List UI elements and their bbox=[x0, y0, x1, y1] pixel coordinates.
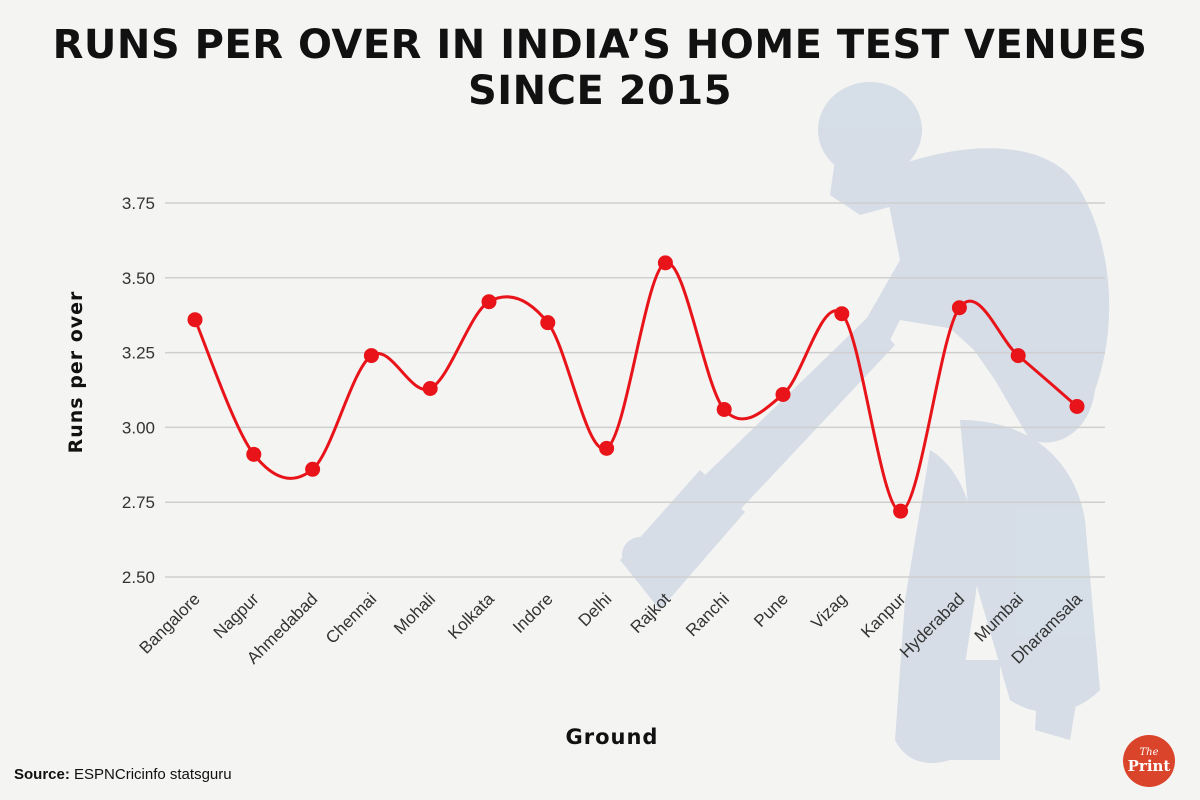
data-point-mohali bbox=[422, 381, 438, 397]
data-point-vizag bbox=[834, 306, 850, 322]
data-point-dharamsala bbox=[1069, 398, 1085, 414]
x-tick-label: Indore bbox=[509, 589, 557, 637]
y-tick-label: 2.75 bbox=[122, 493, 155, 512]
x-tick-label: Chennai bbox=[322, 589, 380, 647]
data-point-pune bbox=[775, 386, 791, 402]
x-tick-label: Kolkata bbox=[444, 589, 498, 643]
data-point-mumbai bbox=[1010, 348, 1026, 364]
data-points bbox=[187, 255, 1085, 519]
data-point-ranchi bbox=[716, 401, 732, 417]
x-axis-label: Ground bbox=[566, 725, 659, 749]
source-note: Source: ESPNCricinfo statsguru bbox=[14, 766, 232, 783]
logo-bottom-text: Print bbox=[1127, 757, 1171, 775]
y-tick-label: 3.25 bbox=[122, 344, 155, 363]
data-point-rajkot bbox=[657, 255, 673, 271]
data-point-chennai bbox=[363, 348, 379, 364]
y-axis-ticks: 3.75 3.50 3.25 3.00 2.75 2.50 bbox=[122, 194, 155, 587]
the-print-logo: The Print bbox=[1123, 735, 1175, 787]
x-tick-label: Mohali bbox=[390, 589, 439, 638]
chart-title-line1: RUNS PER OVER IN INDIA’S HOME TEST VENUE… bbox=[52, 22, 1148, 68]
chart-title: RUNS PER OVER IN INDIA’S HOME TEST VENUE… bbox=[0, 22, 1200, 114]
logo-top-text: The bbox=[1139, 747, 1159, 758]
x-tick-label: Bangalore bbox=[136, 589, 204, 657]
y-tick-label: 3.50 bbox=[122, 269, 155, 288]
data-point-indore bbox=[540, 315, 556, 331]
data-point-kanpur bbox=[893, 503, 909, 519]
data-point-kolkata bbox=[481, 294, 497, 310]
data-point-bangalore bbox=[187, 312, 203, 328]
data-point-hyderabad bbox=[951, 300, 967, 316]
chart-title-line2: SINCE 2015 bbox=[467, 68, 733, 114]
y-tick-label: 3.75 bbox=[122, 194, 155, 213]
data-point-delhi bbox=[599, 440, 615, 456]
x-tick-label: Kanpur bbox=[857, 589, 909, 641]
data-point-nagpur bbox=[246, 446, 262, 462]
y-tick-label: 3.00 bbox=[122, 418, 155, 437]
y-axis-label: Runs per over bbox=[65, 291, 87, 454]
x-tick-label: Vizag bbox=[807, 589, 850, 632]
x-tick-label: Pune bbox=[750, 589, 792, 631]
source-text: ESPNCricinfo statsguru bbox=[74, 766, 232, 783]
y-tick-label: 2.50 bbox=[122, 568, 155, 587]
data-point-ahmedabad bbox=[305, 461, 321, 477]
x-tick-label: Delhi bbox=[575, 589, 616, 630]
x-tick-label: Nagpur bbox=[210, 589, 263, 642]
cricket-batsman-silhouette-icon bbox=[620, 82, 1110, 764]
source-label: Source: bbox=[14, 766, 70, 783]
series-line bbox=[193, 261, 1078, 513]
x-tick-label: Ranchi bbox=[682, 589, 733, 640]
